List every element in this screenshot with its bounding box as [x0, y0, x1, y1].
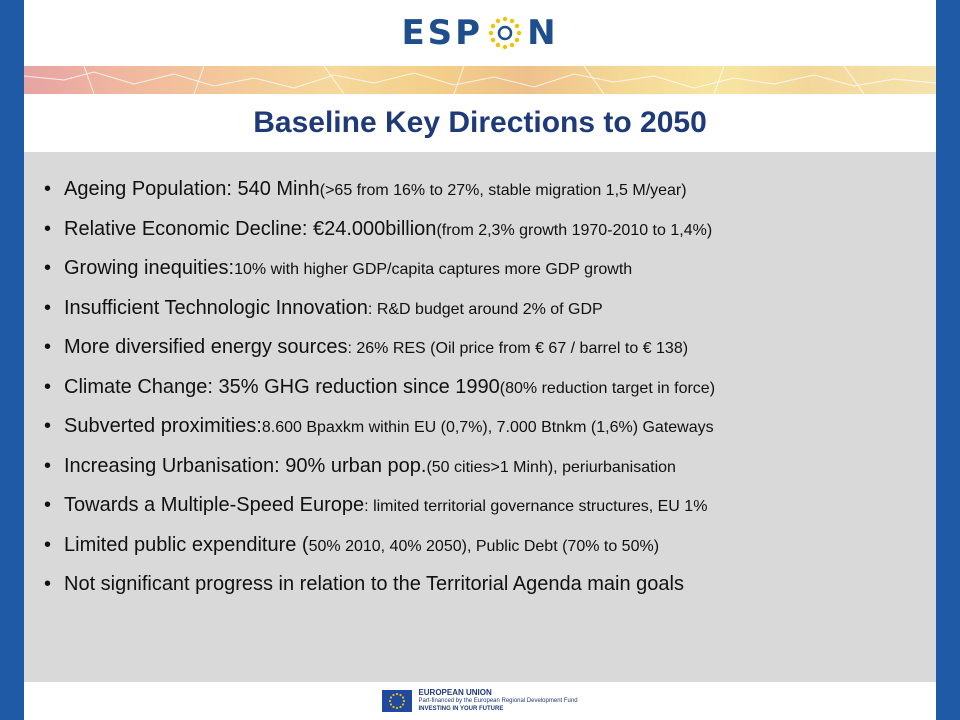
bullet-detail-text: (80% reduction target in force) [499, 379, 716, 397]
left-blue-bar [0, 0, 24, 720]
bullet-main-text: Increasing Urbanisation: 90% urban pop. [64, 454, 427, 477]
bullet-item: • Relative Economic Decline: €24.000billi… [44, 218, 926, 258]
bullet-detail-text: : 26% RES (Oil price from € 67 / barrel … [347, 340, 689, 357]
bullet-item: • Limited public expenditure (50% 2010, 4… [44, 534, 926, 574]
bullet-main-text: Subverted proximities: [64, 415, 262, 437]
logo-letter-right: N [527, 13, 559, 53]
bullet-detail-text: (50 cities>1 Minh), periurbanisation [426, 458, 676, 476]
right-blue-bar [936, 0, 960, 720]
bullet-item: • Ageing Population: 540 Minh (>65 from 1… [44, 178, 926, 218]
bullet-dot: • [44, 178, 52, 200]
bullet-main-text: Not significant progress in relation to … [64, 573, 684, 595]
bullet-main-text: Relative Economic Decline: €24.000billio… [64, 217, 437, 240]
bullet-dot: • [44, 415, 52, 437]
logo-header: ESP N [24, 0, 936, 66]
bullet-item: • Not significant progress in relation to… [44, 573, 926, 613]
bullet-dot: • [44, 257, 52, 279]
map-decoration-strip [24, 66, 936, 94]
title-band: Baseline Key Directions to 2050 [24, 94, 936, 152]
bullet-dot: • [44, 494, 52, 516]
bullet-item: • Subverted proximities: 8.600 Bpaxkm wit… [44, 415, 926, 455]
bullet-detail-text: : R&D budget around 2% of GDP [367, 300, 603, 318]
eu-funding-logo: EUROPEAN UNION Part-financed by the Euro… [382, 689, 578, 713]
bullet-dot: • [44, 296, 52, 319]
eu-fund-line: Part-financed by the European Regional D… [418, 698, 578, 704]
bullet-main-text: More diversified energy sources [64, 336, 348, 358]
bullet-dot: • [44, 217, 52, 240]
logo-letters-left: ESP [401, 13, 484, 53]
bullet-detail-text: (>65 from 16% to 27%, stable migration 1… [319, 182, 687, 199]
bullet-item: • Increasing Urbanisation: 90% urban pop.… [44, 455, 926, 495]
eu-flag-icon [382, 690, 413, 712]
eu-funding-text: EUROPEAN UNION Part-financed by the Euro… [418, 689, 577, 713]
bullet-item: • Towards a Multiple-Speed Europe: limite… [44, 494, 926, 534]
bullet-item: • Insufficient Technologic Innovation: R&… [44, 297, 926, 337]
bullet-dot: • [44, 533, 52, 556]
espon-logo: ESP N [401, 13, 558, 53]
bullet-main-text: Towards a Multiple-Speed Europe [64, 494, 365, 516]
slide-title: Baseline Key Directions to 2050 [253, 106, 707, 139]
bullet-item: • More diversified energy sources: 26% RE… [44, 336, 926, 376]
bullet-main-text: Limited public expenditure ( [64, 533, 309, 556]
content-panel: • Ageing Population: 540 Minh (>65 from 1… [24, 152, 936, 682]
bullet-main-text: Ageing Population: 540 Minh [64, 178, 320, 200]
bullet-main-text: Climate Change: 35% GHG reduction since … [64, 375, 500, 398]
bullet-dot: • [44, 375, 52, 398]
eu-stars-circle-icon [488, 16, 522, 50]
bullet-dot: • [44, 336, 52, 358]
bullet-detail-text: (from 2,3% growth 1970-2010 to 1,4%) [436, 221, 713, 239]
bullet-detail-text: 50% 2010, 40% 2050), Public Debt (70% to… [308, 537, 660, 555]
map-borders-decoration [24, 66, 936, 94]
bullet-list: • Ageing Population: 540 Minh (>65 from 1… [44, 178, 926, 613]
bullet-detail-text: 10% with higher GDP/capita captures more… [234, 261, 633, 278]
bullet-main-text: Growing inequities: [64, 257, 235, 279]
eu-name: EUROPEAN UNION [418, 688, 492, 697]
bullet-detail-text: 8.600 Bpaxkm within EU (0,7%), 7.000 Btn… [261, 419, 714, 436]
bullet-item: • Climate Change: 35% GHG reduction since… [44, 376, 926, 416]
eu-slogan: INVESTING IN YOUR FUTURE [418, 706, 504, 712]
bullet-item: • Growing inequities: 10% with higher GDP… [44, 257, 926, 297]
bullet-detail-text: : limited territorial governance structu… [364, 498, 708, 515]
bullet-dot: • [44, 454, 52, 477]
bullet-dot: • [44, 573, 52, 595]
footer: EUROPEAN UNION Part-financed by the Euro… [24, 682, 936, 720]
bullet-main-text: Insufficient Technologic Innovation [64, 296, 368, 319]
